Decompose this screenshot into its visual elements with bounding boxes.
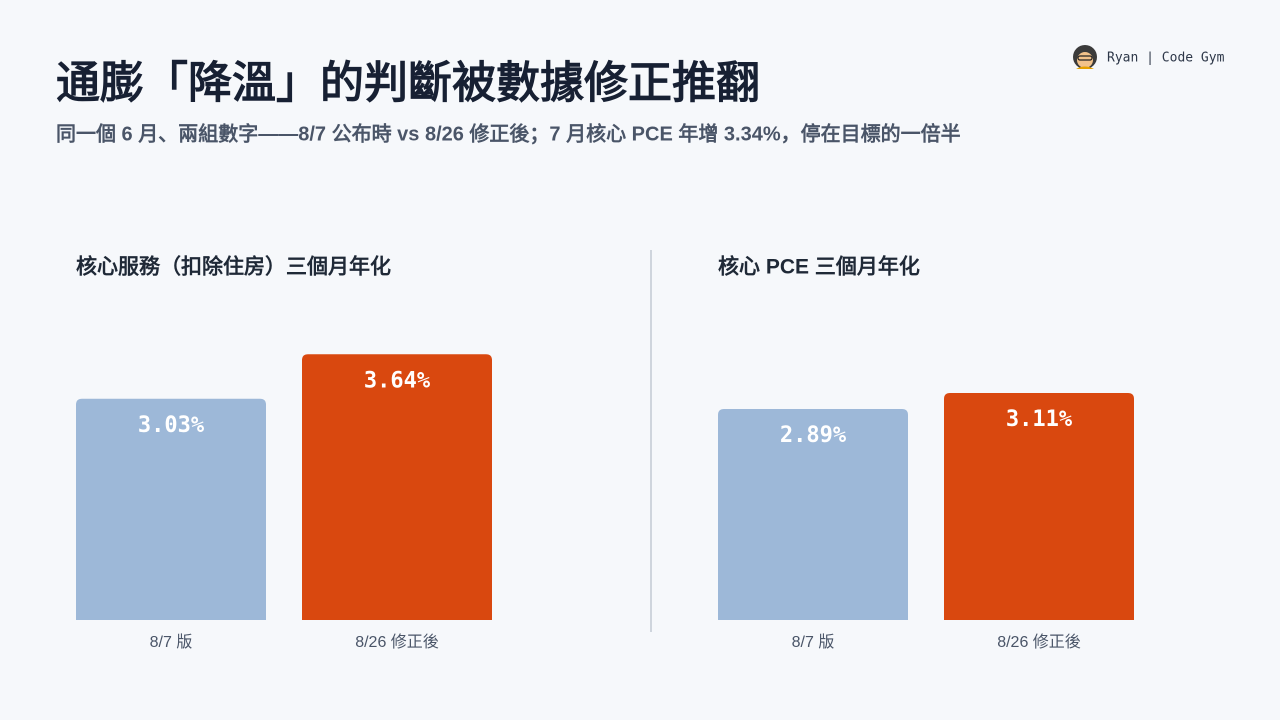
x-tick-label: 8/7 版	[150, 633, 193, 651]
slide-title: 通膨「降溫」的判斷被數據修正推翻	[56, 59, 760, 108]
value-label: 3.11%	[1006, 407, 1073, 432]
value-label: 3.64%	[364, 368, 431, 393]
x-tick-label: 8/26 修正後	[997, 633, 1081, 651]
x-tick-label: 8/26 修正後	[355, 633, 439, 651]
bar	[76, 398, 266, 620]
avatar	[1073, 45, 1097, 69]
chart-title: 核心 PCE 三個月年化	[718, 255, 920, 279]
bar	[302, 354, 492, 620]
bar	[944, 392, 1134, 620]
value-label: 3.03%	[138, 413, 205, 438]
slide-subtitle: 同一個 6 月、兩組數字——8/7 公布時 vs 8/26 修正後；7 月核心 …	[56, 121, 961, 145]
chart-title: 核心服務（扣除住房）三個月年化	[76, 255, 391, 279]
brand: Ryan | Code Gym	[1107, 51, 1225, 66]
x-tick-label: 8/7 版	[792, 633, 835, 651]
bar	[718, 409, 908, 620]
value-label: 2.89%	[780, 423, 847, 448]
